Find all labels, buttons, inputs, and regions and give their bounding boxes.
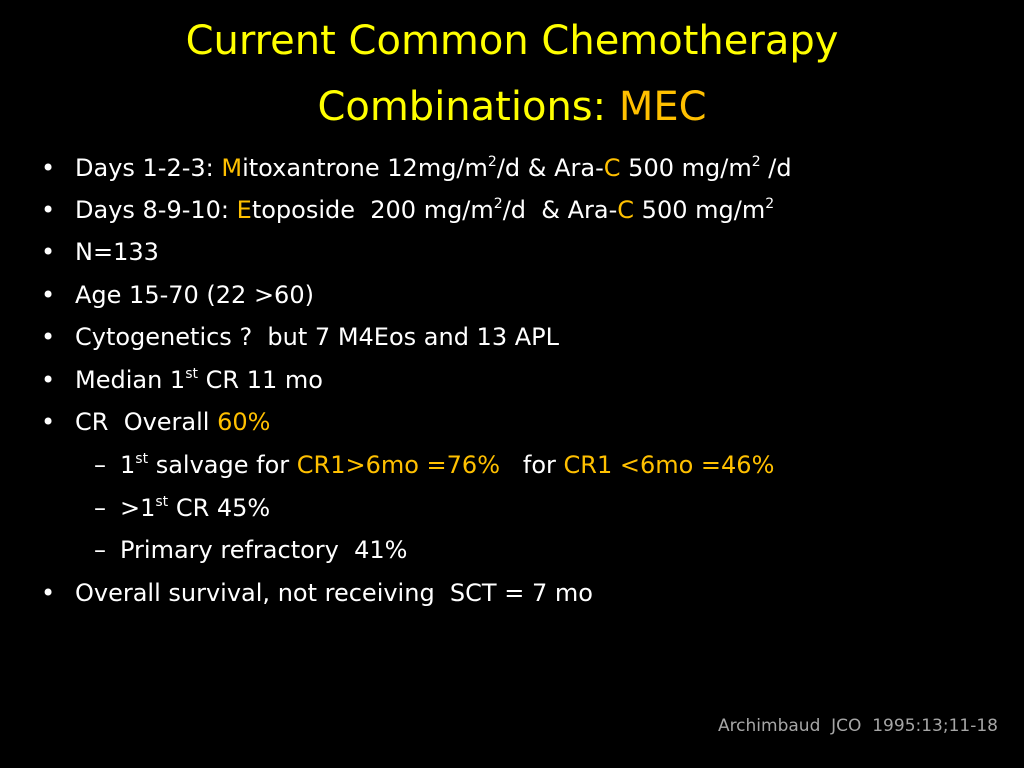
highlight: CR1>6mo =76% — [296, 451, 500, 479]
title-highlight: MEC — [618, 84, 707, 130]
text: Overall survival, not receiving SCT = 7 … — [75, 579, 593, 607]
text: Days 1-2-3: — [75, 154, 222, 182]
text: salvage for — [148, 451, 297, 479]
highlight: C — [617, 196, 635, 224]
text: CR 45% — [168, 494, 271, 522]
highlight: C — [603, 154, 621, 182]
sub-bullet: 1st salvage for CR1>6mo =76% for CR1 <6m… — [94, 451, 775, 479]
bullet: Days 1-2-3: Mitoxantrone 12mg/m2/d & Ara… — [41, 154, 792, 182]
bullet: Overall survival, not receiving SCT = 7 … — [41, 579, 593, 607]
superscript: 2 — [487, 154, 497, 170]
bullet: Cytogenetics ? but 7 M4Eos and 13 APL — [41, 323, 559, 351]
text: itoxantrone 12mg/m — [242, 154, 488, 182]
superscript: st — [155, 494, 169, 510]
superscript: st — [185, 366, 198, 382]
citation: Archimbaud JCO 1995:13;11-18 — [717, 716, 998, 736]
highlight: 60% — [217, 408, 271, 436]
text: toposide 200 mg/m — [251, 196, 494, 224]
text: Median 1 — [75, 366, 186, 394]
text: Days 8-9-10: — [75, 196, 237, 224]
superscript: 2 — [751, 154, 761, 170]
text: /d & Ara- — [502, 196, 618, 224]
bullet: Median 1st CR 11 mo — [41, 366, 323, 394]
bullet: Age 15-70 (22 >60) — [41, 281, 314, 309]
text: 1 — [120, 451, 136, 479]
title-text: Combinations: — [317, 84, 619, 130]
highlight: CR1 <6mo =46% — [563, 451, 775, 479]
superscript: 2 — [765, 196, 775, 212]
sub-bullet: Primary refractory 41% — [94, 536, 408, 564]
text: N=133 — [75, 238, 159, 266]
text: CR Overall — [75, 408, 218, 436]
text: /d — [760, 154, 792, 182]
text: 500 mg/m — [620, 154, 752, 182]
sub-bullet: >1st CR 45% — [94, 494, 271, 522]
superscript: 2 — [493, 196, 503, 212]
title-line: Current Common Chemotherapy — [0, 18, 1024, 64]
text: Cytogenetics ? but 7 M4Eos and 13 APL — [75, 323, 559, 351]
text: for — [500, 451, 564, 479]
title-text: Current Common Chemotherapy — [185, 18, 839, 64]
bullet: N=133 — [41, 238, 159, 266]
text: 500 mg/m — [634, 196, 766, 224]
bullet: Days 8-9-10: Etoposide 200 mg/m2/d & Ara… — [41, 196, 775, 224]
text: /d & Ara- — [496, 154, 604, 182]
text: Age 15-70 (22 >60) — [75, 281, 314, 309]
bullet: CR Overall 60% — [41, 408, 271, 436]
highlight: E — [236, 196, 252, 224]
superscript: st — [135, 451, 149, 467]
text: Primary refractory 41% — [120, 536, 408, 564]
text: CR 11 mo — [198, 366, 323, 394]
title-line: Combinations: MEC — [0, 84, 1024, 130]
highlight: M — [221, 154, 243, 182]
text: >1 — [120, 494, 156, 522]
